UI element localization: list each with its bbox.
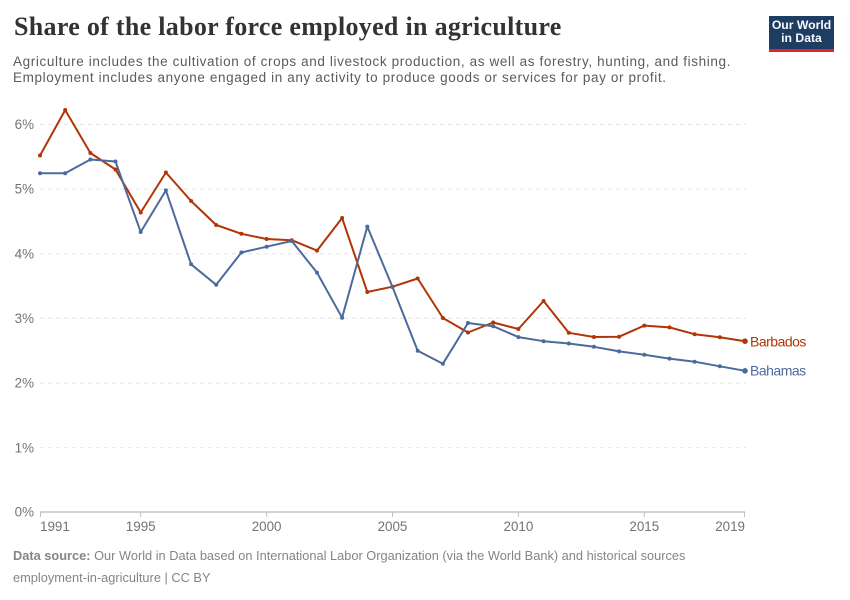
svg-text:1991: 1991 [40,519,70,534]
svg-text:2019: 2019 [715,519,745,534]
svg-text:4%: 4% [15,246,34,261]
svg-text:0%: 0% [15,505,34,520]
svg-text:2000: 2000 [252,519,282,534]
svg-text:6%: 6% [15,117,34,132]
svg-text:Bahamas: Bahamas [750,363,806,379]
svg-text:2%: 2% [15,376,34,391]
svg-text:1995: 1995 [126,519,156,534]
svg-text:2015: 2015 [629,519,659,534]
svg-text:3%: 3% [15,311,34,326]
svg-text:Barbados: Barbados [750,334,806,350]
svg-text:1%: 1% [15,440,34,455]
svg-text:2010: 2010 [504,519,534,534]
svg-text:5%: 5% [15,182,34,197]
svg-text:2005: 2005 [378,519,408,534]
